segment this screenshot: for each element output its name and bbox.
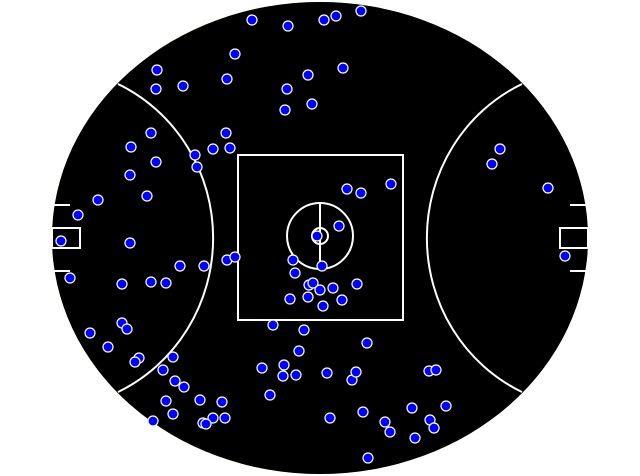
point	[302, 291, 314, 303]
point	[293, 345, 305, 357]
point	[267, 319, 279, 331]
point	[355, 5, 367, 17]
point	[278, 359, 290, 371]
point	[141, 190, 153, 202]
point	[336, 294, 348, 306]
point	[361, 337, 373, 349]
point	[289, 267, 301, 279]
point	[494, 143, 506, 155]
point	[317, 300, 329, 312]
point	[145, 276, 157, 288]
point	[72, 209, 84, 221]
point	[314, 284, 326, 296]
point	[224, 142, 236, 154]
point	[264, 389, 276, 401]
point	[284, 293, 296, 305]
point	[302, 69, 314, 81]
point	[157, 364, 169, 376]
point	[440, 400, 452, 412]
point	[298, 324, 310, 336]
point	[279, 104, 291, 116]
point	[150, 156, 162, 168]
point	[129, 356, 141, 368]
point	[150, 83, 162, 95]
point	[219, 412, 231, 424]
point	[92, 194, 104, 206]
point	[384, 426, 396, 438]
point	[160, 277, 172, 289]
point	[321, 367, 333, 379]
point	[191, 161, 203, 173]
point	[327, 282, 339, 294]
point	[277, 370, 289, 382]
point	[84, 327, 96, 339]
point	[282, 20, 294, 32]
point	[430, 364, 442, 376]
point	[316, 260, 328, 272]
point	[121, 323, 133, 335]
point	[229, 251, 241, 263]
point	[351, 278, 363, 290]
point	[355, 187, 367, 199]
point	[55, 235, 67, 247]
point	[216, 396, 228, 408]
point	[281, 83, 293, 95]
point	[194, 394, 206, 406]
point	[287, 254, 299, 266]
point	[350, 366, 362, 378]
point	[290, 369, 302, 381]
point	[385, 178, 397, 190]
point	[198, 260, 210, 272]
point	[379, 416, 391, 428]
point	[124, 237, 136, 249]
point	[542, 182, 554, 194]
point	[318, 14, 330, 26]
point	[409, 432, 421, 444]
point	[357, 406, 369, 418]
points	[55, 5, 571, 464]
point	[324, 412, 336, 424]
point	[428, 422, 440, 434]
point	[246, 14, 258, 26]
point	[147, 415, 159, 427]
point	[330, 10, 342, 22]
point	[178, 381, 190, 393]
point	[256, 362, 268, 374]
point	[406, 402, 418, 414]
point	[559, 250, 571, 262]
point	[311, 230, 323, 242]
point	[337, 62, 349, 74]
point	[207, 412, 219, 424]
point	[116, 278, 128, 290]
point	[102, 341, 114, 353]
point	[167, 351, 179, 363]
point	[362, 452, 374, 464]
point	[221, 73, 233, 85]
point	[306, 98, 318, 110]
point	[124, 169, 136, 181]
point	[200, 418, 212, 430]
point	[125, 141, 137, 153]
point	[229, 48, 241, 60]
point	[167, 408, 179, 420]
point	[207, 143, 219, 155]
point	[151, 64, 163, 76]
point	[189, 149, 201, 161]
point	[307, 277, 319, 289]
point	[486, 158, 498, 170]
point	[64, 272, 76, 284]
point	[160, 395, 172, 407]
point	[341, 183, 353, 195]
point	[145, 127, 157, 139]
point	[333, 220, 345, 232]
point	[177, 80, 189, 92]
point	[174, 260, 186, 272]
point	[220, 127, 232, 139]
point	[169, 375, 181, 387]
